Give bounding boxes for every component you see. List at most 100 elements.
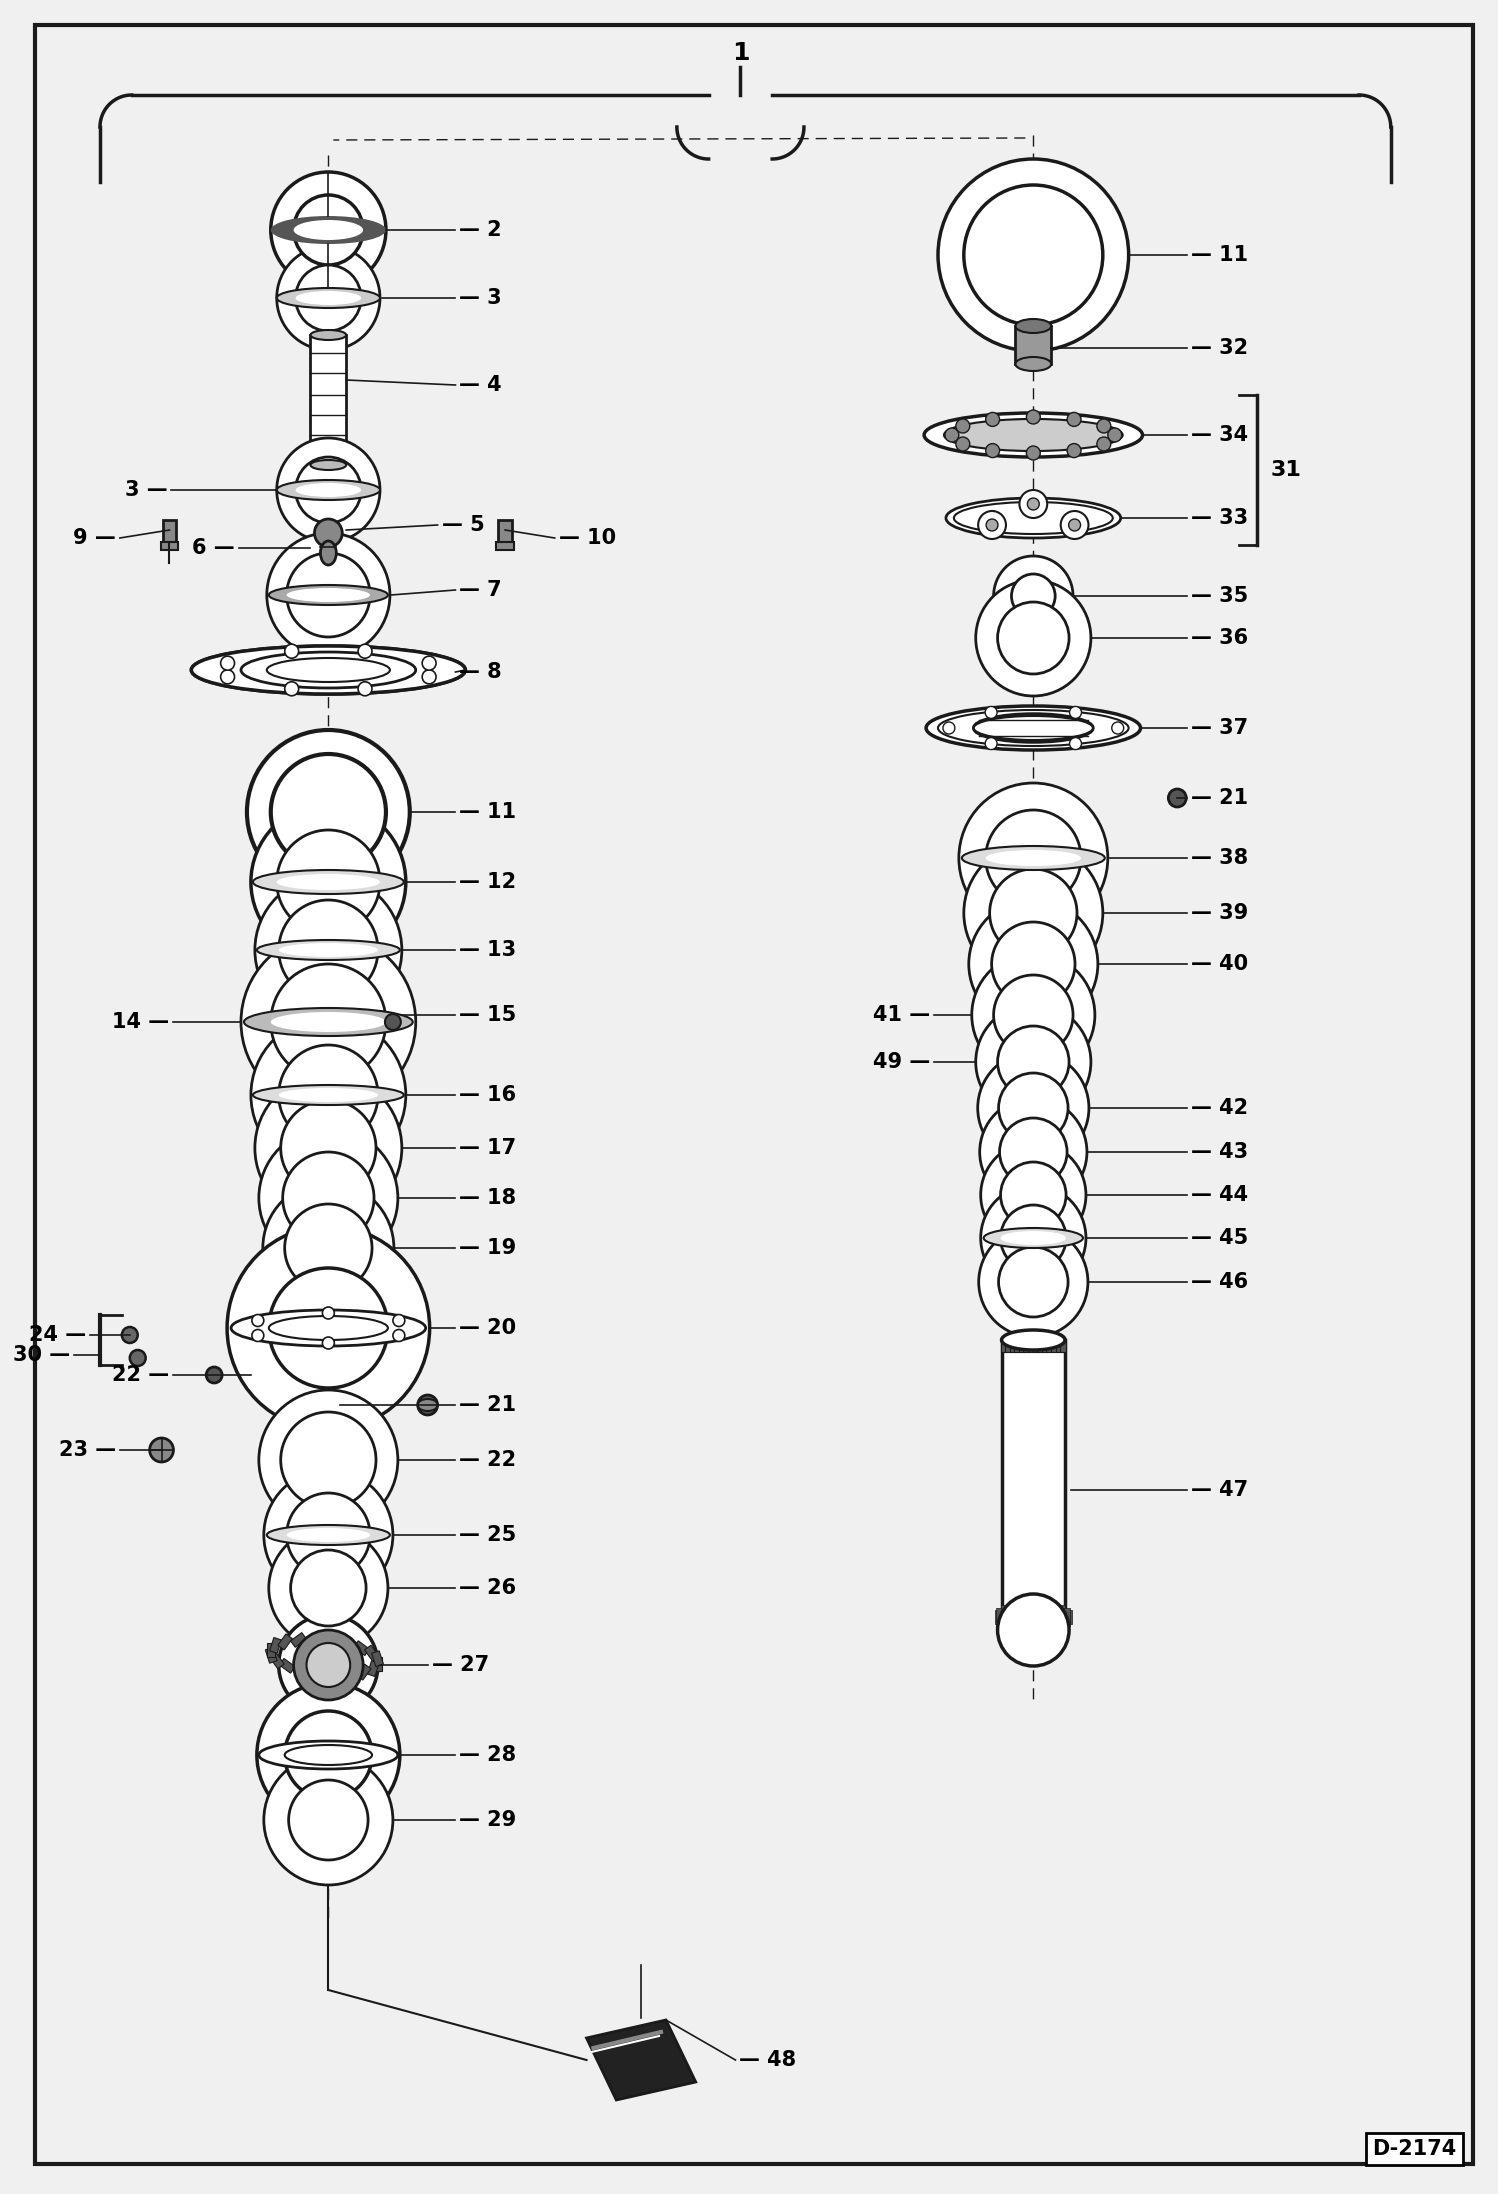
Circle shape xyxy=(262,1183,394,1314)
Ellipse shape xyxy=(986,849,1082,867)
Ellipse shape xyxy=(310,461,346,470)
Circle shape xyxy=(392,1330,404,1341)
Ellipse shape xyxy=(321,542,336,566)
Circle shape xyxy=(978,511,1007,540)
Bar xyxy=(1056,1341,1062,1352)
Text: — 25: — 25 xyxy=(460,1525,517,1545)
Circle shape xyxy=(998,1595,1070,1665)
Ellipse shape xyxy=(1002,1610,1065,1630)
Ellipse shape xyxy=(295,483,361,498)
Bar xyxy=(1001,1341,1007,1352)
Bar xyxy=(1028,1608,1034,1619)
Ellipse shape xyxy=(268,1316,388,1341)
Bar xyxy=(364,1646,379,1661)
Text: — 15: — 15 xyxy=(460,1005,517,1025)
Text: 24 —: 24 — xyxy=(28,1325,85,1345)
Text: — 27: — 27 xyxy=(431,1654,488,1674)
Circle shape xyxy=(268,1527,388,1648)
Circle shape xyxy=(975,579,1091,695)
Ellipse shape xyxy=(244,1007,413,1036)
Circle shape xyxy=(998,601,1070,674)
Circle shape xyxy=(422,669,436,685)
Ellipse shape xyxy=(285,1744,372,1764)
Circle shape xyxy=(121,1327,138,1343)
Circle shape xyxy=(1112,722,1124,735)
Circle shape xyxy=(986,412,999,426)
Circle shape xyxy=(307,1643,351,1687)
Text: 9 —: 9 — xyxy=(73,529,115,548)
Text: — 48: — 48 xyxy=(740,2049,797,2069)
Bar xyxy=(1023,1608,1029,1619)
Ellipse shape xyxy=(1001,1231,1067,1244)
Text: — 40: — 40 xyxy=(1191,954,1248,974)
Circle shape xyxy=(1109,428,1122,441)
Ellipse shape xyxy=(277,873,380,891)
Circle shape xyxy=(285,1205,372,1292)
Bar xyxy=(270,1652,285,1670)
Bar xyxy=(277,1635,292,1650)
Bar xyxy=(307,1635,322,1646)
Text: — 33: — 33 xyxy=(1191,509,1248,529)
Circle shape xyxy=(1061,511,1089,540)
Bar xyxy=(1061,1608,1067,1619)
Bar xyxy=(1047,1608,1052,1619)
Bar xyxy=(343,1667,358,1681)
Text: — 46: — 46 xyxy=(1191,1273,1248,1292)
Text: 1: 1 xyxy=(731,42,749,66)
Text: — 8: — 8 xyxy=(460,663,502,682)
Circle shape xyxy=(255,1075,401,1222)
Circle shape xyxy=(986,520,998,531)
Circle shape xyxy=(418,1395,437,1415)
Circle shape xyxy=(1067,412,1082,426)
Circle shape xyxy=(289,1779,369,1861)
Circle shape xyxy=(264,1470,392,1599)
Ellipse shape xyxy=(277,287,380,307)
Circle shape xyxy=(220,669,235,685)
Ellipse shape xyxy=(231,1310,425,1345)
Bar xyxy=(1019,1608,1025,1619)
Circle shape xyxy=(986,706,998,717)
Text: — 38: — 38 xyxy=(1191,849,1248,869)
Bar xyxy=(1041,1602,1047,1617)
Circle shape xyxy=(980,1097,1088,1207)
Circle shape xyxy=(295,265,361,331)
Text: — 26: — 26 xyxy=(460,1577,517,1597)
Bar xyxy=(354,1641,370,1656)
Bar xyxy=(160,542,178,551)
Bar xyxy=(367,1661,379,1676)
Bar xyxy=(996,1613,1002,1626)
Ellipse shape xyxy=(192,645,466,693)
Text: 6 —: 6 — xyxy=(192,538,235,557)
Text: — 11: — 11 xyxy=(460,803,517,823)
Circle shape xyxy=(286,553,370,636)
Circle shape xyxy=(978,1051,1089,1165)
Text: — 35: — 35 xyxy=(1191,586,1248,606)
Bar xyxy=(1052,1341,1058,1352)
Circle shape xyxy=(1028,498,1040,509)
Bar xyxy=(1052,1617,1058,1630)
Circle shape xyxy=(956,437,969,452)
Circle shape xyxy=(207,1367,222,1382)
Text: — 22: — 22 xyxy=(460,1450,517,1470)
Circle shape xyxy=(279,1615,377,1716)
Text: 23 —: 23 — xyxy=(58,1439,115,1459)
Text: — 19: — 19 xyxy=(460,1237,517,1257)
Circle shape xyxy=(294,1630,363,1700)
Text: — 45: — 45 xyxy=(1191,1229,1248,1248)
Circle shape xyxy=(286,1492,370,1577)
Circle shape xyxy=(252,1314,264,1327)
Ellipse shape xyxy=(271,215,386,244)
Text: 41 —: 41 — xyxy=(873,1005,930,1025)
Bar xyxy=(279,1659,295,1674)
Ellipse shape xyxy=(277,480,380,500)
Bar xyxy=(1059,1606,1065,1619)
Bar xyxy=(1052,1604,1058,1617)
Ellipse shape xyxy=(267,1525,389,1545)
Ellipse shape xyxy=(944,419,1122,452)
Bar xyxy=(1032,1608,1038,1619)
Circle shape xyxy=(1067,443,1082,459)
Text: — 43: — 43 xyxy=(1191,1143,1248,1163)
Circle shape xyxy=(322,1336,334,1349)
Bar xyxy=(1019,1341,1025,1352)
Text: 14 —: 14 — xyxy=(112,1011,169,1031)
